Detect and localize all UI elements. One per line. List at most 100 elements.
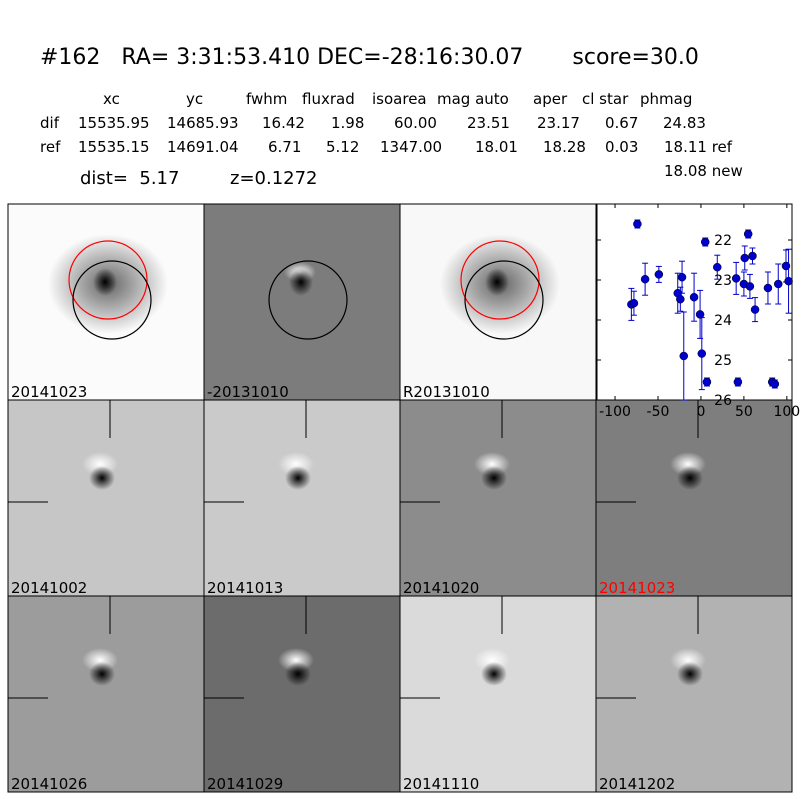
y-tick-label: 25: [714, 353, 732, 369]
table-cell: 1347.00: [380, 138, 442, 156]
column-header: phmag: [640, 90, 692, 108]
point: [745, 282, 755, 291]
panel-image: [203, 203, 401, 401]
y-tick-label: 22: [714, 233, 732, 249]
panel-image: [399, 595, 597, 793]
point: [697, 349, 707, 358]
image-panel: R20131010: [399, 203, 597, 401]
column-header: isoarea: [372, 90, 427, 108]
column-header: xc: [103, 90, 120, 108]
table-cell: 23.17: [537, 114, 580, 132]
aperture-circle: [464, 260, 544, 340]
point: [679, 351, 689, 361]
image-panel: -20131010: [203, 203, 401, 401]
point: [774, 279, 783, 289]
panel-label: 20141026: [11, 775, 87, 793]
table-cell: ref: [40, 138, 61, 156]
table-cell: 0.03: [605, 138, 638, 156]
panel-label: 20141110: [403, 775, 479, 793]
table-cell: 18.28: [543, 138, 586, 156]
panel-label: -20131010: [207, 383, 289, 401]
panel-image: [595, 399, 793, 597]
panel-image: [203, 595, 401, 793]
redshift: z=0.1272: [230, 168, 318, 189]
aperture-circle: [72, 260, 152, 340]
column-header: yc: [186, 90, 203, 108]
table-cell: 1.98: [331, 114, 364, 132]
image-panel: 20141029: [203, 595, 401, 793]
point: [733, 377, 743, 387]
panel-image: [203, 399, 401, 597]
table-cell: 6.71: [268, 138, 301, 156]
distance: dist= 5.17: [80, 168, 179, 189]
panel-label: 20141013: [207, 579, 283, 597]
panel-image: [7, 399, 205, 597]
panel-label: R20131010: [403, 383, 490, 401]
panel-image: [7, 595, 205, 793]
residual-core: [89, 466, 115, 490]
panel-label: 20141020: [403, 579, 479, 597]
image-panel: 20141202: [595, 595, 793, 793]
ref-circle: [68, 240, 148, 320]
galaxy-core: [485, 268, 509, 296]
image-panel: 20141023: [7, 203, 205, 401]
panel-label: 20141002: [11, 579, 87, 597]
y-tick-label: 26: [714, 393, 732, 409]
image-panel: 20141023: [595, 399, 793, 597]
table-cell: 0.67: [605, 114, 638, 132]
y-tick-label: 23: [714, 273, 732, 289]
x-tick-label: 50: [735, 404, 753, 420]
x-tick-label: -100: [599, 404, 631, 420]
y-tick-label: 24: [714, 313, 732, 329]
table-cell: 18.01: [475, 138, 518, 156]
point: [781, 261, 791, 271]
galaxy-core: [93, 268, 117, 296]
point: [676, 294, 685, 304]
point: [629, 298, 639, 308]
point: [784, 276, 793, 286]
point: [731, 274, 741, 283]
residual-core: [89, 662, 115, 686]
column-header: mag auto: [437, 90, 509, 108]
galaxy-core: [289, 268, 313, 296]
table-cell: 15535.95: [78, 114, 150, 132]
residual-core: [677, 662, 703, 686]
panel-label: 20141029: [207, 775, 283, 793]
point: [748, 251, 757, 261]
image-panel: 20141002: [7, 399, 205, 597]
x-tick-label: 100: [773, 404, 800, 420]
column-header: fwhm: [246, 90, 287, 108]
x-tick-label: -50: [647, 404, 670, 420]
point: [750, 305, 760, 314]
new-mag: 18.08 new: [664, 162, 743, 180]
table-cell: 15535.15: [78, 138, 150, 156]
panel-image: [595, 595, 793, 793]
table-cell: 24.83: [663, 114, 706, 132]
point: [654, 270, 664, 279]
residual-core: [677, 466, 703, 490]
point: [677, 272, 687, 282]
table-cell: 14691.04: [167, 138, 239, 156]
residual-core: [481, 466, 507, 490]
ref-circle: [460, 240, 540, 320]
table-cell: 5.12: [326, 138, 359, 156]
table-cell: 14685.93: [167, 114, 239, 132]
point: [633, 219, 642, 229]
image-panel: 20141110: [399, 595, 597, 793]
point: [700, 237, 710, 247]
table-cell: 23.51: [467, 114, 510, 132]
point: [702, 377, 712, 387]
table-cell: dif: [40, 114, 60, 132]
panel-label: 20141202: [599, 775, 675, 793]
point: [740, 253, 750, 263]
point: [713, 262, 722, 272]
x-tick-label: 0: [696, 404, 705, 420]
column-header: fluxrad: [302, 90, 355, 108]
image-panel: 20141013: [203, 399, 401, 597]
table-cell: 60.00: [394, 114, 437, 132]
residual-core: [481, 662, 507, 686]
point: [743, 229, 753, 239]
aperture-circle: [268, 260, 348, 340]
residual-core: [285, 662, 311, 686]
